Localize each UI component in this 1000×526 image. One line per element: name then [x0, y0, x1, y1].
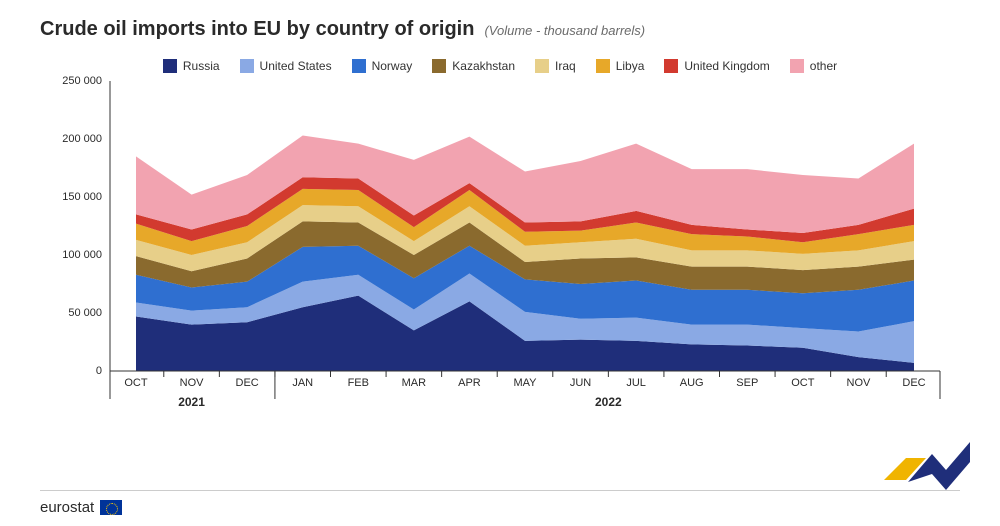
x-tick-label: MAY: [505, 377, 545, 389]
chart-subtitle: (Volume - thousand barrels): [484, 23, 645, 38]
x-tick-label: OCT: [783, 377, 823, 389]
year-group-label: 2022: [595, 395, 622, 409]
x-tick-label: JUL: [616, 377, 656, 389]
x-tick-label: OCT: [116, 377, 156, 389]
x-tick-label: MAR: [394, 377, 434, 389]
y-tick-label: 200 000: [40, 133, 102, 145]
stacked-area-plot: [110, 81, 940, 371]
x-tick-label: NOV: [172, 377, 212, 389]
y-tick-label: 50 000: [40, 307, 102, 319]
legend-item: Russia: [163, 59, 220, 73]
y-tick-label: 150 000: [40, 191, 102, 203]
legend-swatch: [352, 59, 366, 73]
legend-item: United Kingdom: [664, 59, 769, 73]
legend-swatch: [596, 59, 610, 73]
title-row: Crude oil imports into EU by country of …: [40, 18, 960, 41]
x-tick-label: JAN: [283, 377, 323, 389]
footer: eurostat: [40, 490, 960, 516]
legend-item: Iraq: [535, 59, 576, 73]
y-tick-label: 100 000: [40, 249, 102, 261]
chart-area: 050 000100 000150 000200 000250 000 OCTN…: [40, 81, 960, 411]
x-tick-label: APR: [449, 377, 489, 389]
x-tick-label: FEB: [338, 377, 378, 389]
x-tick-label: JUN: [561, 377, 601, 389]
legend-label: other: [810, 59, 837, 73]
legend-swatch: [790, 59, 804, 73]
chart-title: Crude oil imports into EU by country of …: [40, 18, 474, 41]
legend-label: Norway: [372, 59, 413, 73]
legend-item: Kazakhstan: [432, 59, 515, 73]
decorative-chevron-icon: [884, 432, 970, 498]
y-tick-label: 250 000: [40, 75, 102, 87]
x-tick-label: SEP: [727, 377, 767, 389]
legend-item: Norway: [352, 59, 413, 73]
legend-label: Russia: [183, 59, 220, 73]
eurostat-brand: eurostat: [40, 499, 122, 516]
x-tick-label: DEC: [227, 377, 267, 389]
year-group-label: 2021: [178, 395, 205, 409]
x-tick-label: AUG: [672, 377, 712, 389]
legend: Russia United States Norway Kazakhstan Iraq L…: [40, 59, 960, 73]
legend-swatch: [664, 59, 678, 73]
y-tick-label: 0: [40, 365, 102, 377]
legend-item: United States: [240, 59, 332, 73]
legend-swatch: [240, 59, 254, 73]
legend-label: United States: [260, 59, 332, 73]
brand-text: eurostat: [40, 499, 94, 516]
x-tick-label: DEC: [894, 377, 934, 389]
legend-label: United Kingdom: [684, 59, 769, 73]
eu-flag-icon: [100, 500, 122, 515]
chart-container: Crude oil imports into EU by country of …: [0, 0, 1000, 526]
legend-item: Libya: [596, 59, 645, 73]
legend-label: Iraq: [555, 59, 576, 73]
legend-swatch: [535, 59, 549, 73]
legend-item: other: [790, 59, 837, 73]
legend-swatch: [163, 59, 177, 73]
legend-swatch: [432, 59, 446, 73]
legend-label: Libya: [616, 59, 645, 73]
legend-label: Kazakhstan: [452, 59, 515, 73]
x-tick-label: NOV: [838, 377, 878, 389]
